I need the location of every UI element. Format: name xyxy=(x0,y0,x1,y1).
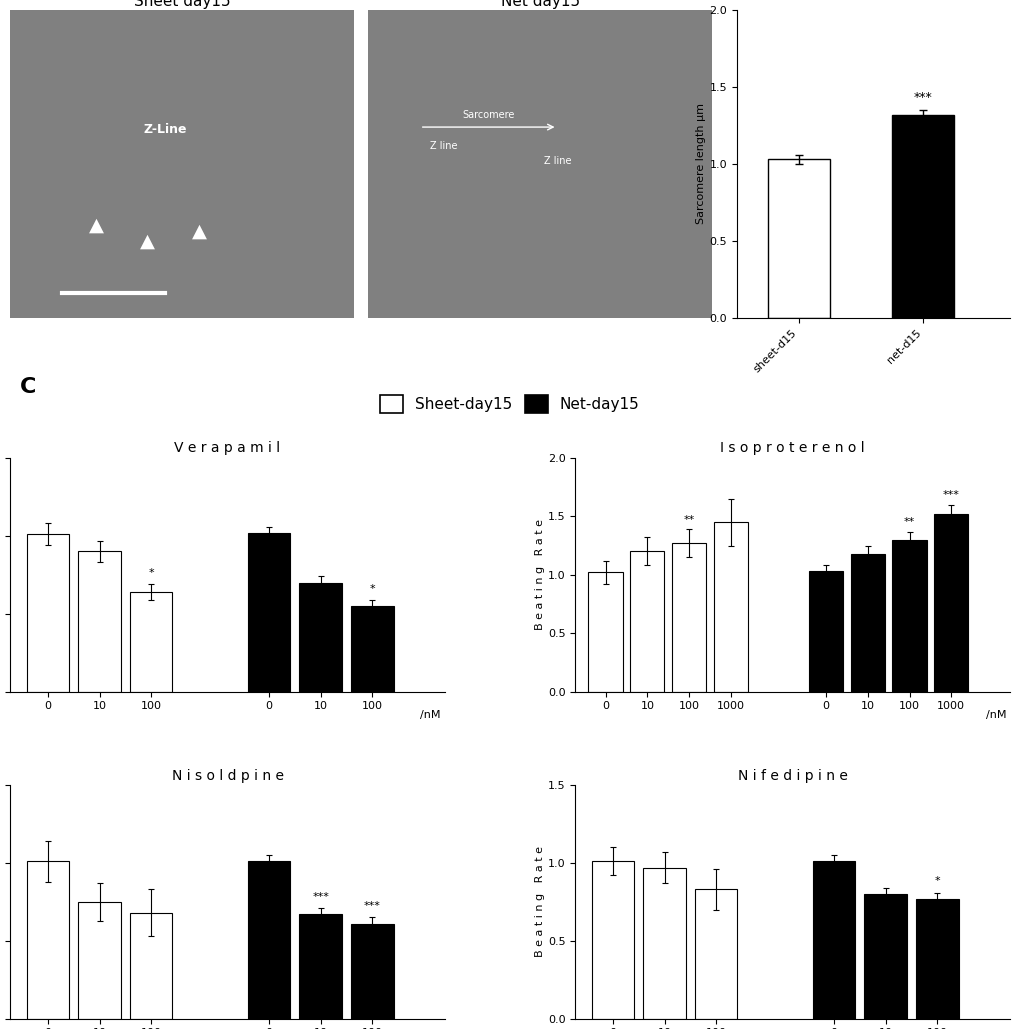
Bar xyxy=(588,572,622,691)
Text: /nM: /nM xyxy=(419,710,439,720)
Bar xyxy=(713,523,747,691)
Y-axis label: Sarcomere length μm: Sarcomere length μm xyxy=(696,104,706,224)
Text: *: * xyxy=(369,583,375,594)
Bar xyxy=(915,898,958,1019)
Bar xyxy=(891,115,953,318)
Text: Z-Line: Z-Line xyxy=(144,123,186,136)
Bar xyxy=(695,889,737,1019)
Bar xyxy=(630,552,663,691)
Bar xyxy=(78,552,120,691)
Bar xyxy=(130,913,172,1019)
Y-axis label: B e a t i n g   R a t e: B e a t i n g R a t e xyxy=(535,847,544,957)
Text: *: * xyxy=(149,568,154,578)
Text: ***: *** xyxy=(312,892,329,901)
Text: ***: *** xyxy=(364,901,380,912)
Text: Z line: Z line xyxy=(543,156,571,166)
Bar xyxy=(850,554,883,691)
Bar xyxy=(812,861,854,1019)
Bar xyxy=(351,606,393,691)
Bar xyxy=(248,533,289,691)
Bar xyxy=(672,543,705,691)
Bar xyxy=(26,861,69,1019)
Bar xyxy=(808,571,842,691)
Title: V e r a p a m i l: V e r a p a m i l xyxy=(174,441,280,456)
Bar xyxy=(892,540,925,691)
Text: /nM: /nM xyxy=(984,710,1005,720)
Text: C: C xyxy=(20,377,37,397)
Text: ▲: ▲ xyxy=(141,232,155,250)
Bar xyxy=(767,159,829,318)
Title: N i f e d i p i n e: N i f e d i p i n e xyxy=(737,769,847,782)
Text: ***: *** xyxy=(942,490,959,500)
Text: ***: *** xyxy=(913,91,931,104)
Bar xyxy=(933,514,967,691)
Bar xyxy=(864,894,906,1019)
Bar xyxy=(26,534,69,691)
Text: Sarcomere: Sarcomere xyxy=(462,110,515,119)
Bar xyxy=(351,924,393,1019)
Bar xyxy=(300,582,341,691)
Bar xyxy=(643,867,685,1019)
Text: Z line: Z line xyxy=(430,141,458,150)
Bar xyxy=(300,915,341,1019)
Bar xyxy=(130,592,172,691)
Text: ▲: ▲ xyxy=(89,216,104,235)
Title: Net day15: Net day15 xyxy=(500,0,579,9)
Title: Sheet day15: Sheet day15 xyxy=(133,0,230,9)
Bar xyxy=(248,861,289,1019)
Title: I s o p r o t e r e n o l: I s o p r o t e r e n o l xyxy=(719,441,864,456)
Y-axis label: B e a t i n g   R a t e: B e a t i n g R a t e xyxy=(534,520,544,631)
Text: ▲: ▲ xyxy=(192,222,207,241)
Text: **: ** xyxy=(683,514,694,525)
Legend: Sheet-day15, Net-day15: Sheet-day15, Net-day15 xyxy=(374,388,645,419)
Text: **: ** xyxy=(903,517,914,527)
Title: N i s o l d p i n e: N i s o l d p i n e xyxy=(171,769,283,782)
Bar xyxy=(78,901,120,1019)
Bar xyxy=(591,861,634,1019)
Text: *: * xyxy=(933,877,940,886)
